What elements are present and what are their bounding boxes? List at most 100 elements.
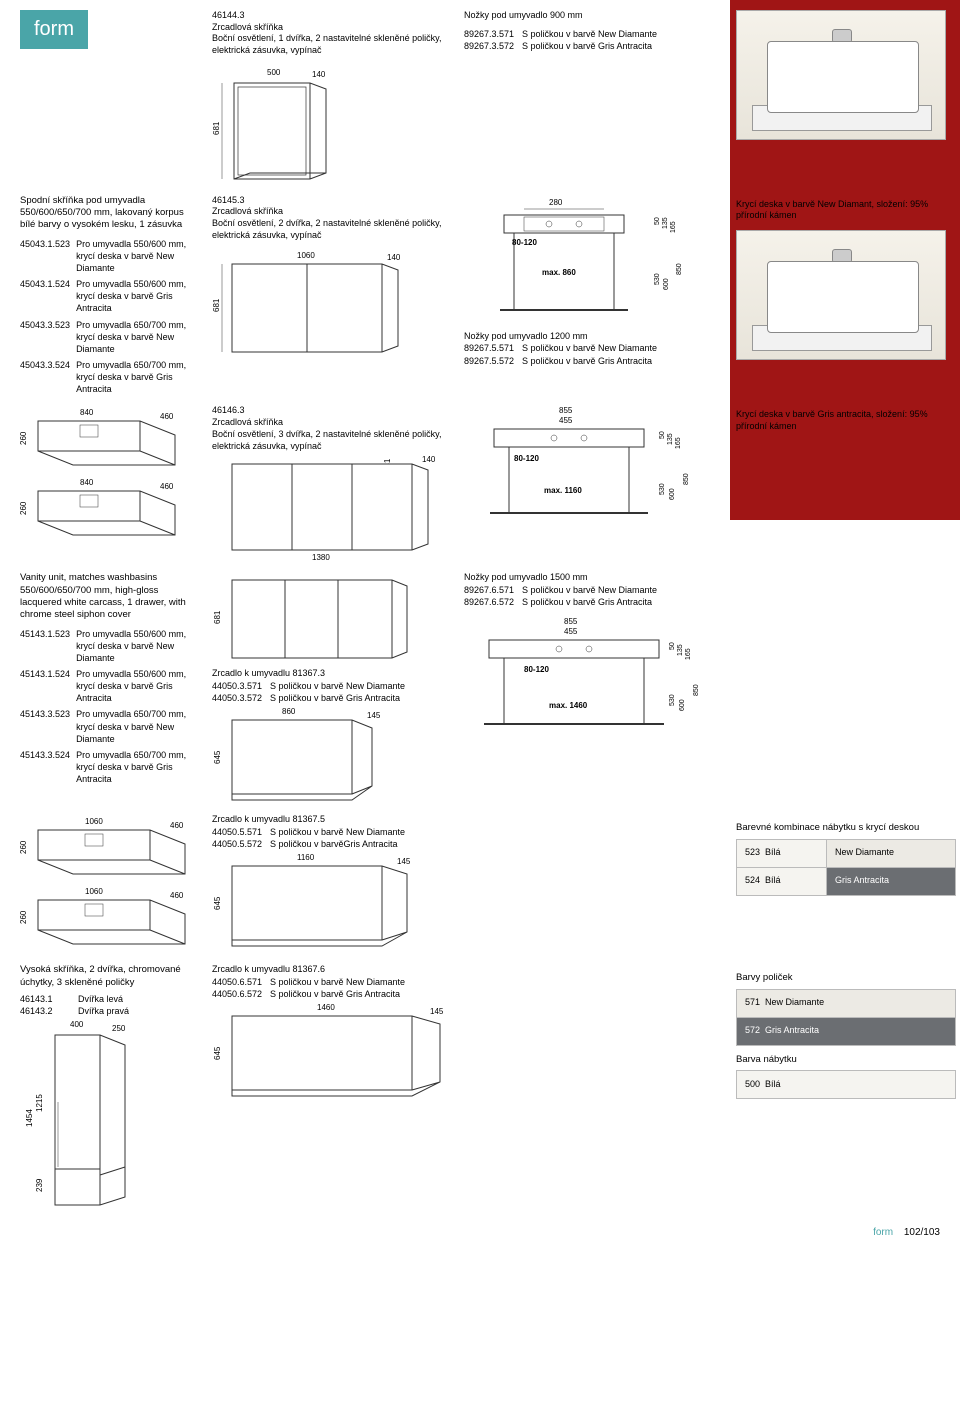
svg-text:260: 260 xyxy=(20,502,28,516)
photo-sink-1 xyxy=(736,10,946,140)
drawing-mirror-860: 860 145 645 xyxy=(212,704,452,804)
svg-text:135: 135 xyxy=(662,217,669,229)
drawing-stand-855: 855 455 80-120 max. 1160 50 135 165 530 … xyxy=(464,405,724,525)
code-46146: 46146.3 xyxy=(212,405,452,417)
svg-text:165: 165 xyxy=(685,648,692,660)
svg-text:855: 855 xyxy=(559,406,573,415)
vanity-list: 45143.1.523Pro umyvadla 550/600 mm, kryc… xyxy=(20,628,200,786)
code-46145: 46145.3 xyxy=(212,195,452,207)
mirror1160-title: Zrcadlo k umyvadlu 81367.5 xyxy=(212,814,452,826)
legs-900-title: Nožky pod umyvadlo 900 mm xyxy=(464,10,724,22)
svg-text:1060: 1060 xyxy=(85,817,103,826)
svg-text:850: 850 xyxy=(693,684,700,696)
svg-text:135: 135 xyxy=(677,644,684,656)
photo-sink-2 xyxy=(736,230,946,360)
drawing-mirror-1380: 681 1380 140 xyxy=(212,452,452,562)
drawing-mirror-500: 500 140 681 xyxy=(212,65,452,185)
svg-text:645: 645 xyxy=(213,896,222,910)
drawing-unit-840a: 840 460 260 xyxy=(20,405,200,475)
svg-text:80-120: 80-120 xyxy=(512,238,537,247)
title-46146: Zrcadlová skříňka xyxy=(212,417,452,429)
title-46145: Zrcadlová skříňka xyxy=(212,206,452,218)
page-footer: form 102/103 xyxy=(20,1227,940,1238)
dim-w: 500 xyxy=(267,68,281,77)
table-row: 524 Bílá Gris Antracita xyxy=(737,867,956,895)
svg-text:681: 681 xyxy=(213,610,222,624)
svg-text:530: 530 xyxy=(669,694,676,706)
svg-text:460: 460 xyxy=(160,412,174,421)
desc: Boční osvětlení, 1 dvířka, 2 nastaviteln… xyxy=(212,33,452,56)
drawing-mirror-1060: 1060 140 681 xyxy=(212,248,452,358)
svg-text:80-120: 80-120 xyxy=(524,665,549,674)
row-5: Vysoká skříňka, 2 dvířka, chromované úch… xyxy=(20,964,940,1207)
svg-text:140: 140 xyxy=(387,253,401,262)
drawing-stand-280: 280 80-120 max. 860 50 135 165 530 600 8… xyxy=(464,195,724,325)
svg-text:600: 600 xyxy=(669,489,676,501)
tall-intro: Vysoká skříňka, 2 dvířka, chromované úch… xyxy=(20,964,200,989)
svg-text:530: 530 xyxy=(654,273,661,285)
row-3: Vanity unit, matches washbasins 550/600/… xyxy=(20,572,940,804)
svg-text:600: 600 xyxy=(663,278,670,290)
svg-text:1160: 1160 xyxy=(297,853,315,862)
title: Zrcadlová skříňka xyxy=(212,22,452,34)
svg-text:530: 530 xyxy=(659,484,666,496)
svg-text:460: 460 xyxy=(160,482,174,491)
svg-text:455: 455 xyxy=(564,627,578,636)
svg-text:600: 600 xyxy=(679,699,686,711)
svg-text:50: 50 xyxy=(659,432,666,440)
brand-badge: form xyxy=(20,10,88,49)
svg-text:140: 140 xyxy=(422,455,436,464)
svg-text:850: 850 xyxy=(683,474,690,486)
item-46144: 46144.3 Zrcadlová skříňka Boční osvětlen… xyxy=(212,10,452,57)
footer-brand: form xyxy=(873,1227,893,1238)
svg-text:135: 135 xyxy=(667,434,674,446)
drawing-mirror-1460: 1460 145 645 xyxy=(212,1000,452,1100)
svg-text:145: 145 xyxy=(430,1007,444,1016)
vanity-intro: Vanity unit, matches washbasins 550/600/… xyxy=(20,572,200,621)
table-row: 523 Bílá New Diamante xyxy=(737,839,956,867)
svg-text:1215: 1215 xyxy=(35,1094,44,1112)
svg-text:1060: 1060 xyxy=(85,887,103,896)
svg-text:1380: 1380 xyxy=(312,553,330,562)
svg-text:260: 260 xyxy=(20,840,28,854)
drawing-mirror-1160: 1160 145 645 xyxy=(212,850,452,950)
photo-col-1 xyxy=(736,10,956,152)
legs-1500-list: 89267.6.571S poličkou v barvě New Diaman… xyxy=(464,584,724,608)
code: 46144.3 xyxy=(212,10,452,22)
svg-text:850: 850 xyxy=(676,263,683,275)
desc-46145: Boční osvětlení, 2 dvířka, 2 nastaviteln… xyxy=(212,218,452,241)
svg-text:1060: 1060 xyxy=(297,251,315,260)
cabinet1-intro: Spodní skříňka pod umyvadla 550/600/650/… xyxy=(20,195,200,232)
svg-text:165: 165 xyxy=(675,438,682,450)
footer-pages: 102/103 xyxy=(904,1227,940,1238)
svg-text:840: 840 xyxy=(80,478,94,487)
svg-text:455: 455 xyxy=(559,416,573,425)
table-row: 572 Gris Antracita xyxy=(737,1017,956,1045)
svg-text:400: 400 xyxy=(70,1020,84,1029)
svg-text:239: 239 xyxy=(35,1178,44,1192)
cabinet1-list: 45043.1.523Pro umyvadla 550/600 mm, kryc… xyxy=(20,238,200,396)
svg-text:460: 460 xyxy=(170,891,184,900)
svg-text:50: 50 xyxy=(669,642,676,650)
svg-text:80-120: 80-120 xyxy=(514,454,539,463)
furn-color-title: Barva nábytku xyxy=(736,1054,956,1066)
legs-1200-list: 89267.5.571S poličkou v barvě New Diaman… xyxy=(464,342,724,366)
svg-text:681: 681 xyxy=(212,298,221,312)
svg-text:145: 145 xyxy=(367,711,381,720)
svg-text:max. 1160: max. 1160 xyxy=(544,486,582,495)
mirror1160-list: 44050.5.571S poličkou v barvě New Diaman… xyxy=(212,826,452,850)
legs-1200-title: Nožky pod umyvadlo 1200 mm xyxy=(464,331,724,343)
svg-text:1460: 1460 xyxy=(317,1003,335,1012)
tall-list: 46143.1Dvířka levá 46143.2Dvířka pravá xyxy=(20,993,200,1017)
svg-text:280: 280 xyxy=(549,198,563,207)
svg-text:460: 460 xyxy=(170,821,184,830)
svg-text:645: 645 xyxy=(213,750,222,764)
drawing-unit-1060b: 1060 460 260 xyxy=(20,884,200,954)
svg-text:260: 260 xyxy=(20,432,28,446)
svg-text:max. 1460: max. 1460 xyxy=(549,701,588,710)
furn-color-table: 500 Bílá xyxy=(736,1070,956,1099)
desc-46146: Boční osvětlení, 3 dvířka, 2 nastaviteln… xyxy=(212,429,452,452)
row-1: Spodní skříňka pod umyvadla 550/600/650/… xyxy=(20,195,940,396)
table-row: 500 Bílá xyxy=(737,1070,956,1098)
mirror1460-list: 44050.6.571S poličkou v barvě New Diaman… xyxy=(212,976,452,1000)
